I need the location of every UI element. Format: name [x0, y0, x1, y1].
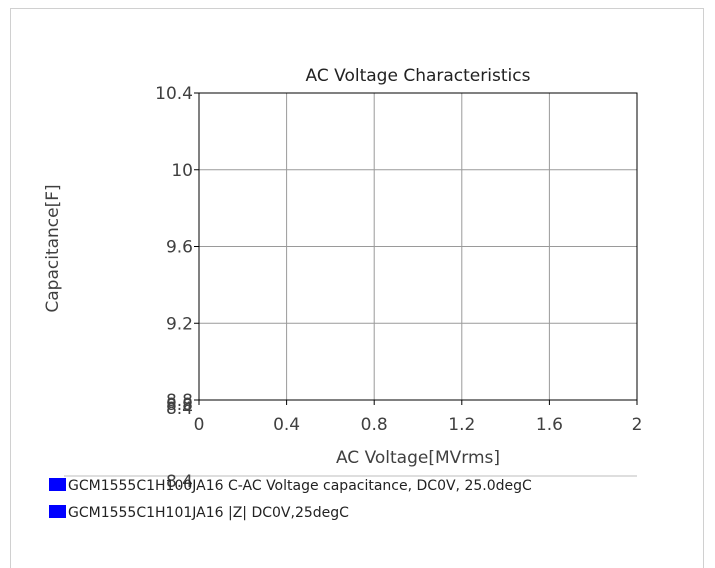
- x-tick-label: 1.6: [536, 415, 563, 435]
- legend-label: GCM1555C1H100JA16 C-AC Voltage capacitan…: [68, 478, 532, 494]
- y-tick-label: 10: [171, 161, 193, 181]
- x-tick-label: 0.8: [361, 415, 388, 435]
- legend-swatch: [49, 505, 66, 518]
- tick-labels: 0 0.4 0.8 1.2 1.6 2 8.8 9.2 9.6 10 10.4: [155, 84, 642, 435]
- y-tick-label: 9.6: [166, 238, 193, 258]
- legend-label: GCM1555C1H101JA16 |Z| DC0V,25degC: [68, 505, 349, 521]
- x-tick-label: 0.4: [273, 415, 300, 435]
- y-axis-label: Capacitance[F]: [43, 184, 63, 312]
- y-tick-label: 8.8: [166, 391, 193, 411]
- overlapping-y-tick-label: 8.4: [166, 399, 193, 419]
- chart-frame: [10, 8, 704, 568]
- legend-swatch: [49, 478, 66, 491]
- y-tick-label: 10.4: [155, 84, 193, 104]
- overlapping-y-tick-label: 8.8: [166, 395, 193, 415]
- x-tick-label: 0: [194, 415, 205, 435]
- x-tick-label: 1.2: [448, 415, 475, 435]
- y-tick-label: 9.2: [166, 314, 193, 334]
- x-tick-label: 2: [632, 415, 643, 435]
- grid-lines: [194, 92, 638, 405]
- legend: GCM1555C1H100JA16 C-AC Voltage capacitan…: [49, 478, 532, 521]
- x-axis-label: AC Voltage[MVrms]: [336, 448, 500, 468]
- overlapping-tick-labels: 8.48.88.4: [166, 395, 193, 492]
- overlapping-y-tick-label: 8.4: [166, 472, 193, 492]
- chart-title: AC Voltage Characteristics: [306, 66, 531, 86]
- plot-area: [198, 92, 638, 401]
